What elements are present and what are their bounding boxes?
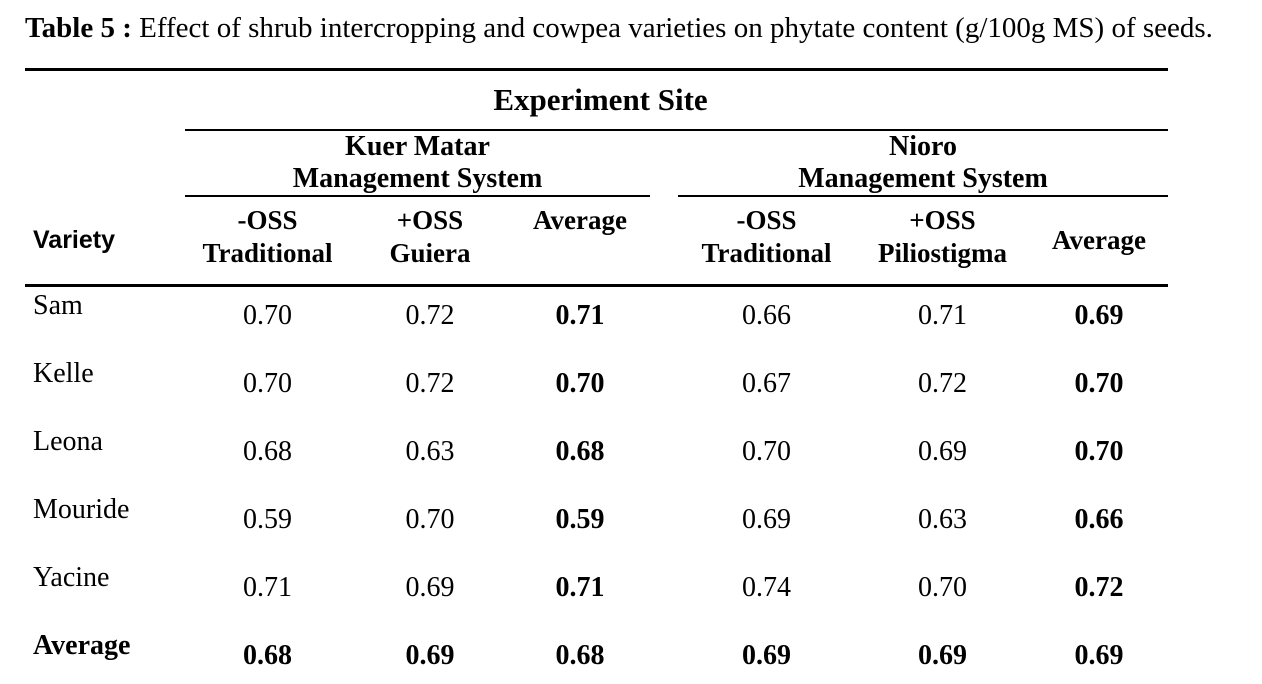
cell-value: 0.63 xyxy=(918,504,967,535)
cell-value: 0.74 xyxy=(742,572,791,603)
column-header-oss-guiera: +OSS Guiera xyxy=(350,196,510,287)
table-row-leona: Leona 0.68 0.63 0.68 0.70 0.69 0.70 xyxy=(25,423,1168,491)
variety-header-cell: Variety xyxy=(25,196,185,287)
table-caption-text: Effect of shrub intercropping and cowpea… xyxy=(139,12,1213,44)
column-gap xyxy=(650,286,678,356)
cell-average-value: 0.69 xyxy=(350,627,510,684)
column-header-oss-piliostigma: +OSS Piliostigma xyxy=(855,196,1030,287)
table-row-yacine: Yacine 0.71 0.69 0.71 0.74 0.70 0.72 xyxy=(25,559,1168,627)
cell-value: 0.69 xyxy=(918,436,967,467)
column-header-line: Traditional xyxy=(701,238,832,268)
column-header-oss-traditional-kuer: -OSS Traditional xyxy=(185,196,350,287)
column-header-line: Piliostigma xyxy=(878,238,1007,268)
column-gap xyxy=(650,355,678,423)
cell-average-value: 0.71 xyxy=(555,300,605,331)
column-header-line: +OSS xyxy=(909,205,976,235)
empty-cell xyxy=(25,130,185,196)
cell-value: 0.70 xyxy=(918,572,967,603)
column-header-line: Average xyxy=(533,205,627,235)
cell-value: 0.66 xyxy=(742,300,791,331)
cell-value: 0.68 xyxy=(243,436,292,467)
cell-average-value: 0.59 xyxy=(555,504,605,535)
cell-average-value: 0.68 xyxy=(510,627,650,684)
cell-average-value: 0.69 xyxy=(1030,627,1169,684)
site-group-row: Kuer Matar Management System Nioro Manag… xyxy=(25,130,1169,197)
cell-value: 0.69 xyxy=(742,504,791,535)
cell-value: 0.67 xyxy=(742,368,791,399)
column-gap xyxy=(650,423,678,491)
site-name: Kuer Matar xyxy=(345,131,490,162)
empty-corner-cell xyxy=(25,68,185,130)
cell-value: 0.72 xyxy=(405,300,455,331)
cell-average-value: 0.68 xyxy=(555,436,605,467)
site-group-nioro: Nioro Management System xyxy=(678,130,1169,197)
column-header-oss-traditional-nioro: -OSS Traditional xyxy=(678,196,855,287)
column-header-line: Guiera xyxy=(389,238,471,268)
cell-average-value: 0.69 xyxy=(1074,300,1124,331)
cell-value: 0.72 xyxy=(918,368,967,399)
cell-average-value: 0.72 xyxy=(1074,572,1124,603)
cell-value: 0.71 xyxy=(918,300,967,331)
column-header-line: -OSS xyxy=(237,205,298,235)
table-caption-label: Table 5 : xyxy=(25,12,132,44)
column-header-line: Average xyxy=(1052,225,1146,255)
column-header-line: Traditional xyxy=(202,238,333,268)
variety-name: Sam xyxy=(33,290,83,321)
cell-value: 0.70 xyxy=(742,436,791,467)
cell-value: 0.59 xyxy=(243,504,292,535)
column-header-average-nioro: Average xyxy=(1030,196,1169,287)
table-row-average: Average 0.68 0.69 0.68 0.69 0.69 0.69 xyxy=(25,627,1169,684)
column-header-row: Variety -OSS Traditional +OSS Guiera Ave… xyxy=(25,196,1169,287)
data-table: Experiment Site Kuer Matar Management Sy… xyxy=(25,68,1169,684)
cell-value: 0.69 xyxy=(405,572,455,603)
variety-name: Leona xyxy=(33,426,103,457)
cell-value: 0.70 xyxy=(243,368,292,399)
management-system-label: Management System xyxy=(292,163,543,194)
column-gap xyxy=(650,491,678,559)
cell-average-value: 0.69 xyxy=(855,627,1030,684)
cell-value: 0.70 xyxy=(405,504,455,535)
cell-average-value: 0.70 xyxy=(555,368,605,399)
cell-value: 0.63 xyxy=(405,436,455,467)
column-header-line: +OSS xyxy=(396,205,464,235)
table-caption: Table 5 : Effect of shrub intercropping … xyxy=(0,0,1257,50)
variety-name: Yacine xyxy=(33,562,110,593)
cell-average-value: 0.70 xyxy=(1074,368,1124,399)
cell-value: 0.71 xyxy=(243,572,292,603)
experiment-site-row: Experiment Site xyxy=(25,68,1169,131)
cell-average-value: 0.71 xyxy=(555,572,605,603)
site-group-kuer-matar: Kuer Matar Management System xyxy=(185,130,650,197)
cell-average-value: 0.70 xyxy=(1074,436,1124,467)
cell-average-value: 0.66 xyxy=(1074,504,1124,535)
cell-value: 0.72 xyxy=(405,368,455,399)
management-system-label: Management System xyxy=(798,163,1048,194)
site-name: Nioro xyxy=(889,131,957,162)
variety-name: Kelle xyxy=(33,358,94,389)
column-header-average-kuer: Average xyxy=(510,196,650,287)
column-gap xyxy=(650,130,678,196)
table-row-kelle: Kelle 0.70 0.72 0.70 0.67 0.72 0.70 xyxy=(25,355,1168,423)
cell-average-value: 0.68 xyxy=(185,627,350,684)
cell-value: 0.70 xyxy=(243,300,292,331)
column-gap xyxy=(650,627,678,684)
column-gap xyxy=(650,196,678,287)
column-header-line: -OSS xyxy=(736,205,797,235)
column-gap xyxy=(650,559,678,627)
experiment-site-header-cell: Experiment Site xyxy=(185,68,1169,131)
average-row-label: Average xyxy=(25,627,185,684)
cell-average-value: 0.69 xyxy=(678,627,855,684)
experiment-site-header: Experiment Site xyxy=(493,82,708,117)
table-row-mouride: Mouride 0.59 0.70 0.59 0.69 0.63 0.66 xyxy=(25,491,1168,559)
variety-header: Variety xyxy=(33,225,116,254)
variety-name: Mouride xyxy=(33,494,130,525)
table-row-sam: Sam 0.70 0.72 0.71 0.66 0.71 0.69 xyxy=(25,286,1168,356)
